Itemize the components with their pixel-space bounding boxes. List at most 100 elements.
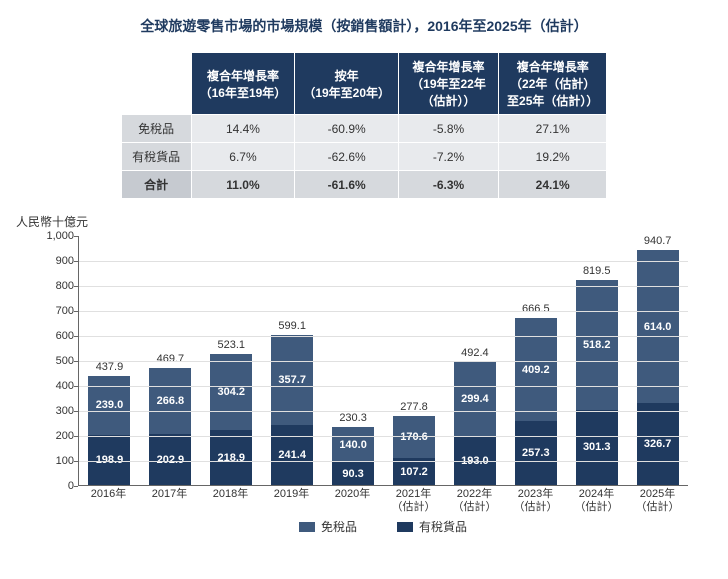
grid-line [79, 336, 688, 337]
x-tick-label: 2018年 [200, 488, 261, 514]
table-cell: -61.6% [295, 171, 399, 199]
y-tick-mark [74, 236, 78, 237]
bar-total-label: 492.4 [461, 347, 489, 359]
y-tick-label: 1,000 [34, 230, 74, 242]
legend-swatch [397, 522, 413, 532]
grid-line [79, 411, 688, 412]
bar-segment: 299.4 [454, 362, 496, 437]
y-tick-mark [74, 361, 78, 362]
table-cell: 24.1% [499, 171, 607, 199]
grid-line [79, 261, 688, 262]
bar-segment: 218.9 [210, 430, 252, 485]
y-tick-label: 200 [34, 430, 74, 442]
bar-segment: 301.3 [576, 410, 618, 485]
table-header-cell: 按年（19年至20年） [295, 53, 399, 115]
y-tick-mark [74, 311, 78, 312]
bar-total-label: 666.5 [522, 303, 550, 315]
y-axis-title: 人民幣十億元 [16, 213, 698, 230]
bar-segment: 90.3 [332, 462, 374, 485]
table-header-cell: 複合年增長率（16年至19年） [191, 53, 295, 115]
bar-total-label: 437.9 [96, 361, 124, 373]
table-row: 有稅貨品6.7%-62.6%-7.2%19.2% [121, 143, 607, 171]
bar-segment-label: 266.8 [157, 395, 185, 407]
y-tick-mark [74, 461, 78, 462]
grid-line [79, 311, 688, 312]
y-tick-mark [74, 386, 78, 387]
table-row: 免稅品14.4%-60.9%-5.8%27.1% [121, 115, 607, 143]
table-row-label: 有稅貨品 [121, 143, 191, 171]
bar-stack: 218.9304.2523.1 [210, 354, 252, 485]
page-title: 全球旅遊零售市場的市場規模（按銷售額計），2016年至2025年（估計） [30, 16, 698, 36]
y-tick-label: 0 [34, 480, 74, 492]
y-tick-label: 700 [34, 305, 74, 317]
bar-segment: 241.4 [271, 425, 313, 485]
bar-total-label: 230.3 [339, 412, 367, 424]
bar-total-label: 523.1 [218, 339, 246, 351]
table-row-label: 免稅品 [121, 115, 191, 143]
chart-legend: 免稅品 有稅貨品 [78, 518, 688, 535]
table-cell: -5.8% [399, 115, 499, 143]
table-row-label: 合計 [121, 171, 191, 199]
bar-stack: 257.3409.2666.5 [515, 318, 557, 485]
bar-segment-label: 239.0 [96, 399, 124, 411]
y-tick-mark [74, 411, 78, 412]
bar-segment: 202.9 [149, 434, 191, 485]
table-body: 免稅品14.4%-60.9%-5.8%27.1%有稅貨品6.7%-62.6%-7… [121, 115, 607, 199]
bar-segment: 614.0 [637, 250, 679, 404]
bar-segment: 140.0 [332, 427, 374, 462]
grid-line [79, 286, 688, 287]
bar-segment: 518.2 [576, 280, 618, 410]
legend-item: 免稅品 [299, 518, 357, 535]
growth-table: 複合年增長率（16年至19年）按年（19年至20年）複合年增長率（19年至22年… [121, 52, 608, 199]
y-tick-mark [74, 336, 78, 337]
bar-stack: 198.9239.0437.9 [88, 376, 130, 485]
x-tick-label: 2022年（估計） [444, 488, 505, 514]
bar-segment-label: 299.4 [461, 393, 489, 405]
grid-line [79, 461, 688, 462]
table-cell: 6.7% [191, 143, 295, 171]
bar-stack: 107.2170.6277.8 [393, 416, 435, 485]
x-tick-label: 2021年（估計） [383, 488, 444, 514]
table-header-cell: 複合年增長率（19年至22年（估計）） [399, 53, 499, 115]
bar-segment-label: 202.9 [157, 454, 185, 466]
y-tick-label: 400 [34, 380, 74, 392]
table-cell: 14.4% [191, 115, 295, 143]
x-tick-label: 2019年 [261, 488, 322, 514]
table-cell: -7.2% [399, 143, 499, 171]
page-container: 全球旅遊零售市場的市場規模（按銷售額計），2016年至2025年（估計） 複合年… [0, 0, 728, 542]
y-tick-mark [74, 286, 78, 287]
legend-label: 有稅貨品 [419, 518, 467, 535]
table-cell: -62.6% [295, 143, 399, 171]
y-tick-label: 600 [34, 330, 74, 342]
grid-line [79, 386, 688, 387]
y-tick-label: 500 [34, 355, 74, 367]
x-tick-label: 2016年 [78, 488, 139, 514]
x-axis-labels: 2016年2017年2018年2019年2020年2021年（估計）2022年（… [78, 488, 688, 514]
grid-line [79, 361, 688, 362]
y-tick-label: 300 [34, 405, 74, 417]
bar-segment-label: 614.0 [644, 321, 672, 333]
x-tick-label: 2023年（估計） [505, 488, 566, 514]
bar-total-label: 599.1 [278, 320, 306, 332]
bar-segment-label: 301.3 [583, 441, 611, 453]
table-cell: -6.3% [399, 171, 499, 199]
table-cell: -60.9% [295, 115, 399, 143]
bar-segment-label: 326.7 [644, 438, 672, 450]
x-tick-label: 2025年（估計） [627, 488, 688, 514]
bar-segment-label: 518.2 [583, 339, 611, 351]
y-tick-mark [74, 436, 78, 437]
bar-segment-label: 90.3 [342, 468, 363, 480]
y-tick-mark [74, 486, 78, 487]
bar-segment-label: 107.2 [400, 466, 428, 478]
table-header-row: 複合年增長率（16年至19年）按年（19年至20年）複合年增長率（19年至22年… [121, 53, 607, 115]
bar-segment-label: 409.2 [522, 364, 550, 376]
legend-swatch [299, 522, 315, 532]
plot-area: 198.9239.0437.9202.9266.8469.7218.9304.2… [78, 236, 688, 486]
grid-line [79, 436, 688, 437]
bar-segment: 304.2 [210, 354, 252, 430]
table-cell: 11.0% [191, 171, 295, 199]
legend-label: 免稅品 [321, 518, 357, 535]
y-tick-label: 800 [34, 280, 74, 292]
bar-segment: 326.7 [637, 403, 679, 485]
bar-segment-label: 357.7 [278, 374, 306, 386]
